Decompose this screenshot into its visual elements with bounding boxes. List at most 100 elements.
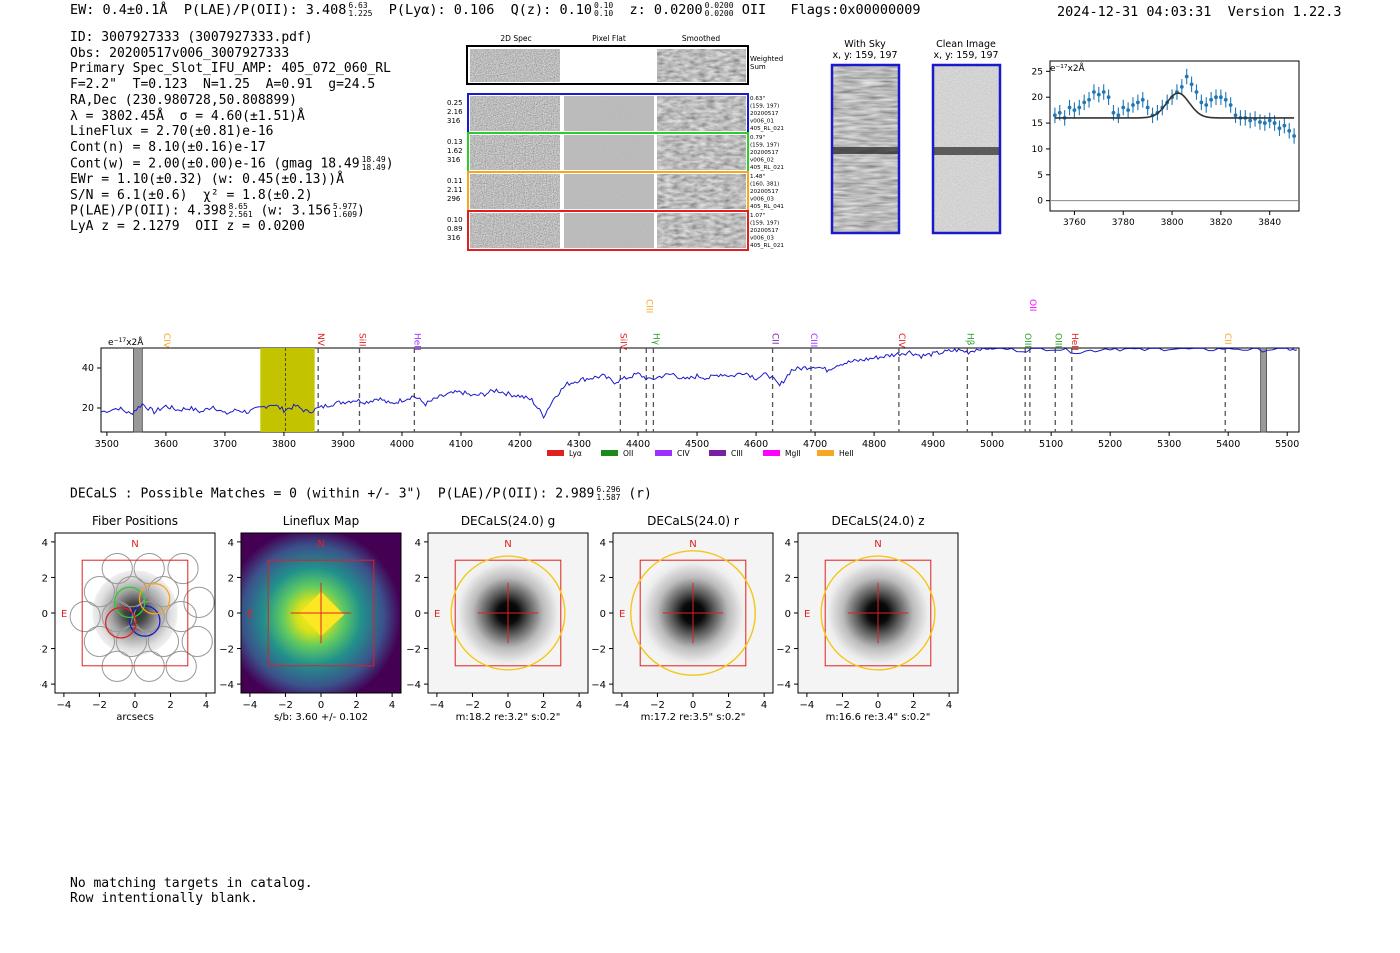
panel-xtick-label: 2 [167, 700, 173, 711]
full-axes-frame [100, 347, 1300, 433]
zoom-data-point [1282, 123, 1287, 128]
fiber-circle [183, 586, 215, 618]
plae-w-lo: 1.609 [332, 210, 358, 220]
version: Version 1.22.3 [1227, 4, 1342, 20]
fiber-circle [83, 625, 116, 658]
panel-ytick-label: 2 [228, 573, 234, 584]
decals-band: (r) [628, 486, 652, 502]
zoom-data-point [1101, 90, 1106, 94]
cutout-row-meta: 405_RL_041 [750, 204, 784, 210]
col-pixel-flat: Pixel Flat [592, 34, 626, 43]
north-label: N [874, 539, 881, 550]
panel-caption-1: m:18.2 re:3.2" s:0.2" [456, 712, 561, 723]
plae-info-hi: 8.65 [228, 202, 248, 212]
spectra-cutouts: 2D Spec Pixel Flat Smoothed Weighted Sum… [447, 34, 784, 251]
fiber-circle [101, 552, 133, 585]
sky-images: With Sky x, y: 159, 197 Clean Image x, y… [830, 39, 1002, 235]
panel-ytick-label: 4 [785, 538, 791, 549]
zoom-ytick-label: 20 [1032, 93, 1044, 103]
full-xtick-label: 5100 [1039, 439, 1063, 450]
zoom-ytick-label: 25 [1032, 67, 1043, 77]
plae-w-text: (w: 3.156 [260, 203, 331, 219]
cutout-2d-image [470, 213, 560, 248]
info-lambda: λ = 3802.45Å σ = 4.60(±1.51)Å [70, 108, 305, 124]
info-lineflux: LineFlux = 2.70(±0.81)e-16 [70, 124, 274, 140]
contw-close: ) [385, 156, 394, 172]
decals-panel: DECaLS(24.0) r N E 4 2 0 −2 −4 −4 −2 0 2 4 m:17.2 re:… [591, 514, 774, 725]
full-xtick-label: 4300 [567, 439, 591, 450]
panel-xtick-label: −4 [800, 700, 815, 711]
full-xtick-label: 3900 [331, 439, 355, 450]
cutout-row-meta: 20200517 [750, 228, 779, 234]
weighted-smoothed-image [657, 49, 746, 82]
cutout-row-stat: 0.10 [447, 216, 463, 224]
zoom-spectrum-chart: e⁻¹⁷x2Å 3760 3780 3800 3820 3840 0 5 10 15 20 25 [1032, 60, 1300, 228]
cutout-row-stat: 316 [447, 234, 461, 242]
cutout-row-meta: 405_RL_021 [750, 126, 784, 132]
full-spectrum-chart: e−17x2Å CIV NV SiII HeII SiIV CIII Hγ CII CIII CI… [82, 299, 1300, 458]
aperture-box [454, 559, 562, 667]
panel-ytick-label: 2 [415, 573, 421, 584]
zoom-data-point [1262, 121, 1267, 125]
panel-xtick-label: −2 [650, 700, 665, 711]
line-label: OII [1027, 299, 1037, 311]
full-xtick-label: 4500 [685, 439, 709, 450]
zoom-data-point [1131, 103, 1135, 107]
zoom-gaussian-fit [1054, 92, 1295, 119]
panel-ytick-label: −2 [406, 645, 421, 656]
cutout-smoothed-image [657, 96, 746, 131]
cutout-row-stat: 316 [447, 156, 461, 164]
zoom-data-point [1121, 105, 1126, 110]
z-lo: 0.0200 [704, 9, 734, 18]
clean-image-frame [931, 63, 1002, 235]
clean-image-title: Clean Image [936, 39, 996, 50]
panel-xtick-label: −4 [615, 700, 630, 711]
line-label: Hβ [964, 333, 974, 346]
panel-xtick-label: 0 [132, 700, 138, 711]
zoom-data-point [1126, 108, 1131, 113]
weighted-label: Weighted [750, 55, 783, 63]
panel-ytick-label: 2 [600, 573, 606, 584]
full-spectrum-line [100, 347, 1298, 420]
panel-ytick-label: 4 [415, 538, 421, 549]
qz-value: Q(z): 0.10 [510, 2, 592, 18]
fiber-circle [165, 600, 197, 633]
zoom-data-point [1199, 100, 1204, 105]
aperture-box [267, 559, 375, 667]
panel-xtick-label: 0 [318, 700, 324, 711]
plae-close: ) [357, 203, 365, 219]
full-ytick-label: 20 [82, 403, 94, 414]
cutout-smoothed-image [657, 213, 746, 248]
panel-xtick-label: 2 [725, 700, 731, 711]
cutout-row-stat: 1.62 [447, 147, 463, 155]
full-xtick-label: 4200 [508, 439, 532, 450]
masked-band [1260, 347, 1267, 433]
panel-ytick-label: −4 [776, 680, 791, 691]
line-label: CIII [643, 299, 653, 313]
flags-value: Flags:0x00000009 [790, 2, 921, 18]
zoom-data-point [1218, 95, 1223, 100]
zoom-data-point [1248, 118, 1253, 123]
plae-info-lo: 2.561 [228, 210, 253, 220]
cutout-row-stat: 296 [447, 195, 461, 203]
cutout-row-meta: (159, 197) [750, 104, 779, 110]
plae-header: P(LAE)/P(OII): 3.408 [183, 2, 347, 18]
zoom-data-point [1184, 74, 1189, 79]
panel-ytick-label: 0 [600, 609, 606, 620]
zoom-data-point [1204, 103, 1209, 107]
zoom-ytick-label: 0 [1037, 197, 1043, 207]
aperture-ellipse [820, 555, 936, 671]
panel-ytick-label: 4 [228, 538, 234, 549]
gmag-hi: 18.49 [361, 154, 386, 164]
legend-label: CIV [677, 449, 690, 458]
zoom-data-point [1052, 113, 1057, 118]
full-xtick-label: 3800 [272, 439, 296, 450]
line-label: HeII [411, 333, 421, 351]
panel-caption-1: m:16.6 re:3.4" s:0.2" [826, 712, 931, 723]
full-xtick-label: 4900 [921, 439, 945, 450]
zoom-data-point [1096, 92, 1101, 97]
full-xtick-label: 5500 [1275, 439, 1299, 450]
cutout-2d-image [470, 96, 560, 131]
line-label: SiIV [617, 333, 627, 351]
line-label: CII [770, 333, 780, 345]
